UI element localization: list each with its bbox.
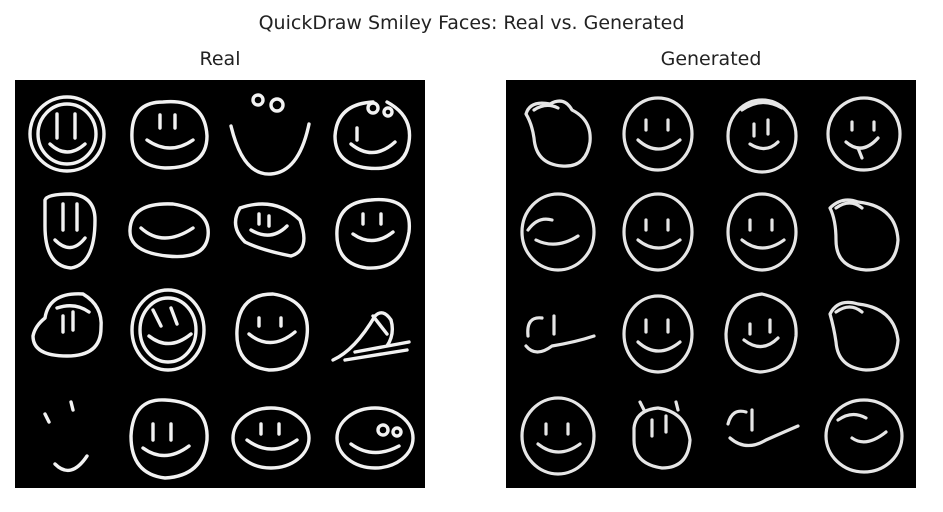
generated-doodle-14 [632, 400, 692, 470]
figure-title: QuickDraw Smiley Faces: Real vs. Generat… [258, 12, 685, 34]
generated-doodle-12 [828, 300, 900, 372]
generated-doodle-5 [520, 192, 596, 272]
real-doodle-16 [335, 406, 415, 470]
panel-title-real: Real [199, 48, 241, 70]
real-doodle-9 [31, 292, 103, 358]
real-doodle-7 [233, 202, 306, 258]
generated-doodle-15 [726, 408, 800, 448]
real-image-grid [15, 80, 425, 488]
real-doodle-6 [128, 202, 210, 259]
real-doodle-5 [43, 192, 97, 270]
real-doodle-4 [333, 100, 412, 171]
real-doodle-8 [335, 197, 412, 270]
generated-doodle-2 [622, 96, 694, 172]
generated-doodle-3 [726, 98, 798, 174]
real-doodles [28, 93, 415, 480]
real-doodle-3 [229, 93, 311, 176]
generated-doodles [520, 96, 904, 476]
real-doodle-12 [331, 311, 411, 362]
generated-image-grid [506, 80, 916, 488]
real-doodle-10 [130, 288, 206, 372]
generated-doodle-16 [824, 398, 904, 474]
generated-doodle-1 [524, 99, 592, 168]
real-doodle-2 [130, 99, 209, 170]
generated-doodle-13 [520, 396, 596, 476]
generated-doodle-8 [828, 198, 900, 272]
real-doodle-13 [43, 400, 89, 473]
real-doodle-11 [235, 292, 310, 372]
real-doodle-14 [129, 398, 209, 480]
generated-doodle-4 [826, 96, 902, 172]
real-doodle-1 [28, 95, 106, 173]
panel-title-generated: Generated [660, 48, 762, 70]
generated-doodle-7 [726, 192, 798, 272]
generated-doodle-9 [524, 314, 596, 354]
generated-doodle-6 [622, 192, 694, 272]
generated-doodle-11 [724, 292, 798, 374]
generated-doodle-10 [622, 294, 694, 374]
real-doodle-15 [231, 406, 311, 470]
